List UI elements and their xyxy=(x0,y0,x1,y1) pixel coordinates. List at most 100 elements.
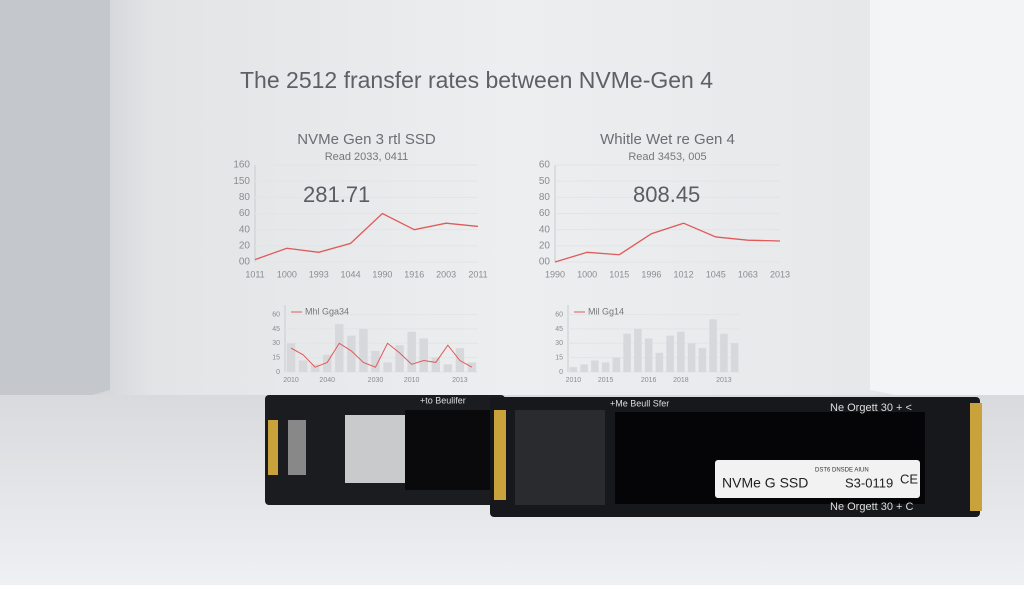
x-tick-label: 2018 xyxy=(673,377,689,384)
x-tick-label: 1990 xyxy=(372,269,392,279)
ssd-bottom-text: Ne Orgett 30 + C xyxy=(830,501,914,513)
legend-entry: Mil Gg14 xyxy=(588,306,624,316)
data-line xyxy=(554,222,781,263)
bar xyxy=(335,324,344,372)
y-tick-label: 150 xyxy=(233,176,250,187)
x-tick-label: 1063 xyxy=(738,269,758,279)
x-tick-label: 1045 xyxy=(706,269,726,279)
ssd-right: +Me Beull Sfer Ne Orgett 30 + < Ne Orget… xyxy=(490,397,982,517)
x-tick-label: 1044 xyxy=(341,269,361,279)
bar xyxy=(419,338,428,372)
y-tick-label: 15 xyxy=(555,354,563,361)
chart-title: NVMe Gen 3 rtl SSD xyxy=(297,131,436,148)
chart-title: Whitle Wet re Gen 4 xyxy=(600,131,735,148)
ssd-header: +Me Beull Sfer xyxy=(610,398,669,408)
bar xyxy=(443,364,453,372)
bar xyxy=(347,335,356,372)
bar xyxy=(383,362,392,372)
x-tick-label: 2015 xyxy=(598,377,614,384)
ssd-label-title: NVMe G SSD xyxy=(722,475,808,491)
bar xyxy=(698,348,707,372)
bar xyxy=(298,360,308,372)
x-tick-label: 2010 xyxy=(283,377,299,384)
ssd-label-code: S3-0119 xyxy=(845,475,893,490)
bar xyxy=(623,333,631,372)
bar xyxy=(310,364,320,372)
y-tick-label: 40 xyxy=(539,224,551,235)
ssd-label-small: DST6 DNSDE AIUN xyxy=(815,468,869,474)
ssd-left: +to Beulifer xyxy=(265,395,505,505)
y-tick-label: 80 xyxy=(239,192,251,203)
chart-subtitle: Read 3453, 005 xyxy=(628,151,706,163)
bar xyxy=(431,357,441,372)
x-tick-label: 2010 xyxy=(566,377,582,384)
annotation: 281.71 xyxy=(303,182,370,207)
x-tick-label: 2030 xyxy=(368,377,384,384)
x-tick-label: 2040 xyxy=(319,377,335,384)
y-tick-label: 20 xyxy=(539,240,551,251)
title: The 2512 fransfer rates between NVMe-Gen… xyxy=(240,67,713,93)
bar xyxy=(286,343,296,372)
data-line xyxy=(290,342,473,368)
y-tick-label: 60 xyxy=(539,208,551,219)
annotation: 808.45 xyxy=(633,182,700,207)
y-tick-label: 50 xyxy=(539,176,551,187)
bar xyxy=(395,345,404,372)
x-tick-label: 2013 xyxy=(452,377,468,384)
y-tick-label: 160 xyxy=(233,160,250,171)
y-tick-label: 40 xyxy=(239,224,251,235)
y-tick-label: 30 xyxy=(555,340,563,347)
bar xyxy=(612,357,621,372)
y-tick-label: 80 xyxy=(539,192,551,203)
bar xyxy=(666,335,674,372)
y-tick-label: 15 xyxy=(272,354,280,361)
x-tick-label: 1916 xyxy=(404,269,424,279)
x-tick-label: 1011 xyxy=(245,269,264,279)
left-wall xyxy=(0,0,110,420)
x-tick-label: 1000 xyxy=(277,269,297,279)
right-wall xyxy=(870,0,1024,420)
bar xyxy=(644,338,653,372)
x-tick-label: 2013 xyxy=(770,269,790,279)
y-tick-label: 60 xyxy=(539,160,551,171)
bar xyxy=(569,367,578,372)
ssd-label-mark: CE xyxy=(900,471,918,486)
bar xyxy=(634,328,642,372)
x-tick-label: 1993 xyxy=(309,269,329,279)
y-tick-label: 0 xyxy=(276,369,280,376)
bar xyxy=(687,343,696,372)
x-tick-label: 2003 xyxy=(436,269,456,279)
x-tick-label: 2013 xyxy=(716,377,732,384)
y-tick-label: 45 xyxy=(555,326,563,333)
y-tick-label: 60 xyxy=(239,208,251,219)
bar xyxy=(322,354,332,372)
bar xyxy=(591,360,599,372)
x-tick-label: 2016 xyxy=(641,377,657,384)
ssd-header: +to Beulifer xyxy=(420,395,466,405)
x-tick-label: 1000 xyxy=(577,269,597,279)
y-tick-label: 00 xyxy=(539,257,551,268)
y-tick-label: 60 xyxy=(555,311,563,318)
bar xyxy=(407,331,416,372)
bar xyxy=(655,352,664,372)
bar xyxy=(580,364,588,372)
x-tick-label: 1015 xyxy=(609,269,629,279)
bar xyxy=(677,331,685,372)
bar xyxy=(720,333,728,372)
y-tick-label: 30 xyxy=(272,340,280,347)
bar xyxy=(709,319,717,372)
data-line xyxy=(254,212,479,261)
x-tick-label: 2010 xyxy=(404,377,420,384)
x-tick-label: 1012 xyxy=(674,269,694,279)
x-tick-label: 2011 xyxy=(468,269,487,279)
y-tick-label: 00 xyxy=(239,257,251,268)
bar xyxy=(601,362,610,372)
bar xyxy=(359,328,368,372)
x-tick-label: 1996 xyxy=(641,269,661,279)
legend-entry: Mhl Gga34 xyxy=(305,306,349,316)
bar xyxy=(730,343,739,372)
ssd-top-text: Ne Orgett 30 + < xyxy=(830,402,912,414)
x-tick-label: 1990 xyxy=(545,269,565,279)
chart-subtitle: Read 2033, 0411 xyxy=(325,151,409,163)
y-tick-label: 20 xyxy=(239,240,251,251)
